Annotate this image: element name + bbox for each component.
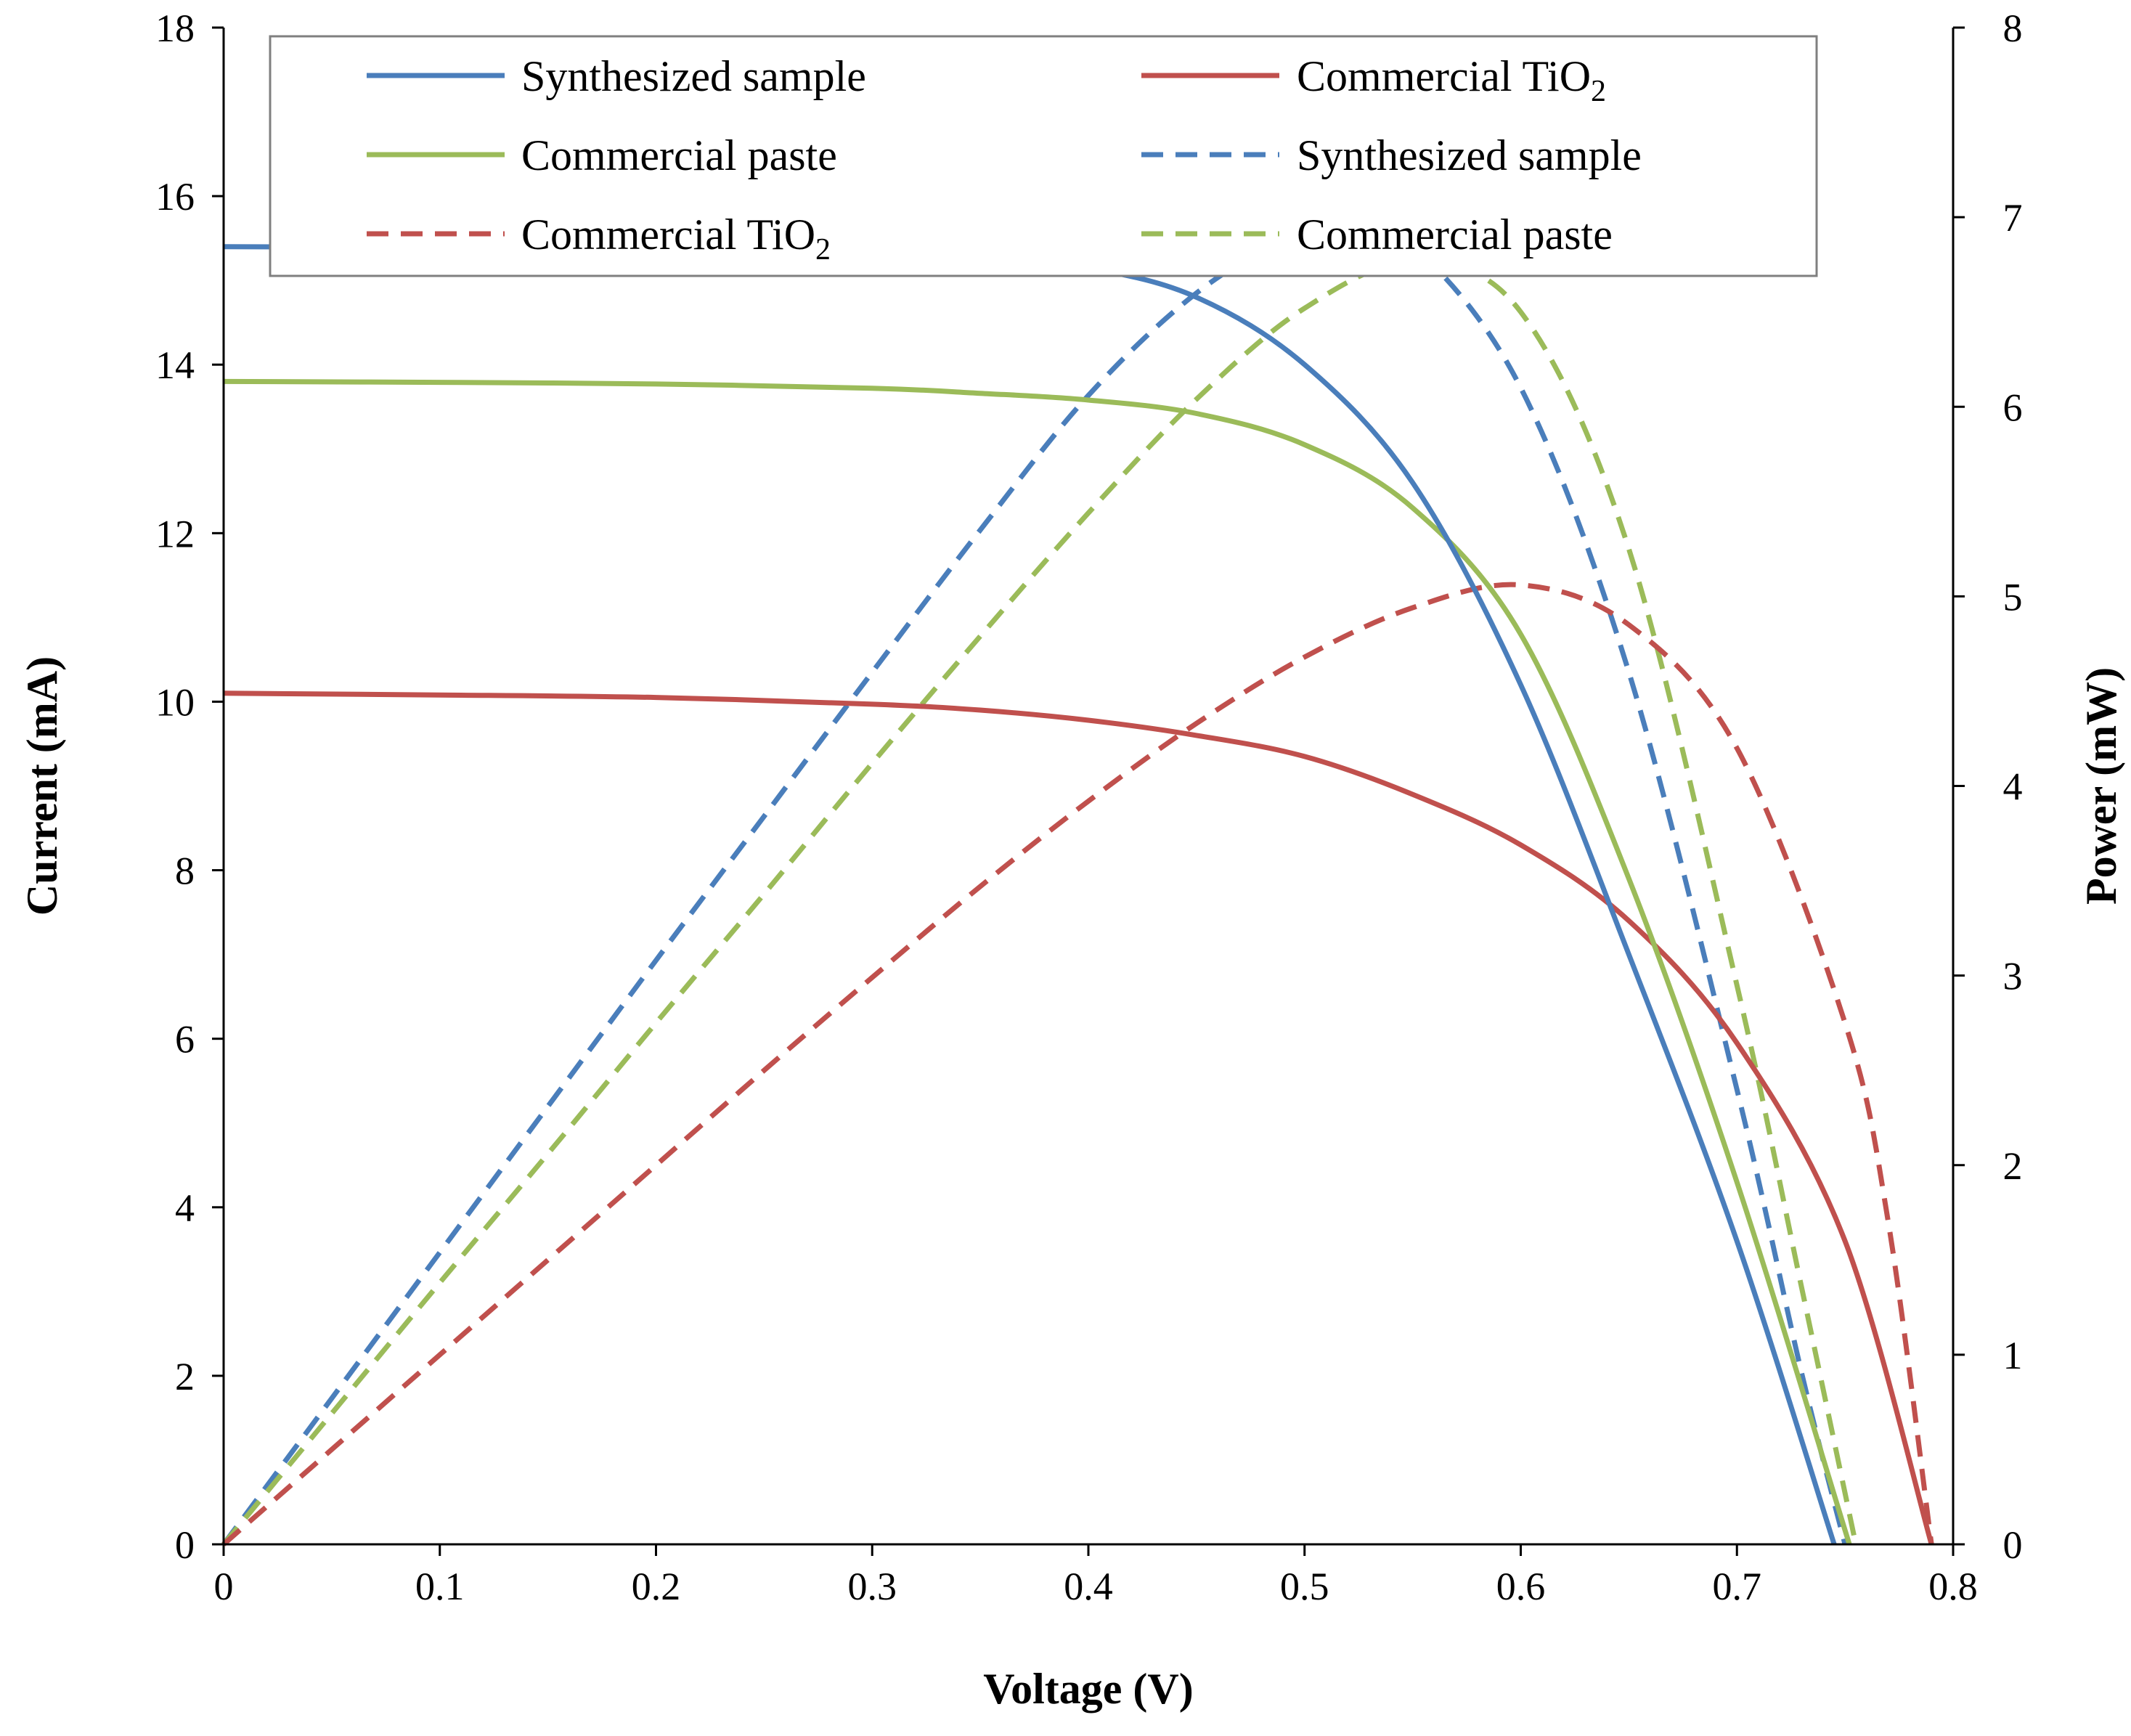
series-line-2-solid bbox=[223, 690, 1934, 1545]
x-axis-title: Voltage (V) bbox=[983, 1665, 1193, 1713]
legend-label-text: Commercial paste bbox=[521, 131, 837, 179]
legend-label-text: Synthesized sample bbox=[1297, 131, 1642, 179]
y-right-tick-label: 7 bbox=[2003, 196, 2023, 240]
legend-label-1: Synthesized sample bbox=[521, 52, 866, 100]
y-left-tick-label: 16 bbox=[155, 175, 195, 219]
y-right-tick-label: 4 bbox=[2003, 765, 2023, 809]
series-line-5-dashed bbox=[221, 582, 1934, 1546]
x-tick-label: 0.4 bbox=[1064, 1565, 1113, 1608]
y-left-tick-label: 12 bbox=[155, 512, 195, 555]
x-tick-label: 0.1 bbox=[415, 1565, 465, 1608]
x-tick-label: 0.7 bbox=[1713, 1565, 1762, 1608]
legend-label-4: Synthesized sample bbox=[1297, 131, 1642, 179]
y-left-tick-label: 2 bbox=[175, 1355, 195, 1398]
y-left-tick-label: 18 bbox=[155, 7, 195, 50]
y-right-tick-label: 5 bbox=[2003, 575, 2023, 619]
y-right-tick-label: 2 bbox=[2003, 1144, 2023, 1188]
series-line-4-dashed bbox=[221, 215, 1848, 1546]
y-axis-left-title: Current (mA) bbox=[18, 656, 66, 916]
legend-label-subscript: 2 bbox=[815, 233, 831, 266]
series-layer bbox=[221, 215, 1934, 1546]
y-right-tick-label: 1 bbox=[2003, 1334, 2023, 1377]
legend-box bbox=[269, 35, 1818, 277]
series-line-1-solid bbox=[223, 244, 1837, 1546]
x-tick-label: 0.2 bbox=[632, 1565, 681, 1608]
y-left-tick-label: 4 bbox=[175, 1186, 195, 1230]
x-tick-label: 0.3 bbox=[848, 1565, 897, 1608]
legend-label-5: Commercial TiO2 bbox=[521, 211, 831, 266]
series-line-6-dashed bbox=[221, 260, 1859, 1546]
axes-layer: 0 0.1 0.2 0.3 0.4 0.5 0.6 0.7 0.8024681012141618… bbox=[18, 7, 2125, 1713]
y-left-tick-label: 0 bbox=[175, 1523, 195, 1567]
y-left-tick-label: 8 bbox=[175, 849, 195, 893]
legend-label-subscript: 2 bbox=[1591, 75, 1606, 108]
y-right-tick-label: 6 bbox=[2003, 386, 2023, 429]
series-line-3-solid bbox=[223, 378, 1852, 1546]
legend-label-2: Commercial TiO2 bbox=[1297, 52, 1606, 108]
legend-label-6: Commercial paste bbox=[1297, 211, 1613, 258]
x-tick-label: 0.5 bbox=[1280, 1565, 1329, 1608]
y-left-tick-label: 10 bbox=[155, 680, 195, 724]
legend-label-text: Commercial paste bbox=[1297, 211, 1613, 258]
x-tick-label: 0.6 bbox=[1496, 1565, 1546, 1608]
legend-label-text: Synthesized sample bbox=[521, 52, 866, 100]
y-left-tick-label: 6 bbox=[175, 1018, 195, 1061]
legend-label-text: Commercial TiO bbox=[1297, 52, 1591, 100]
legend: Synthesized sample Commercial TiO2Commerc… bbox=[269, 35, 1818, 277]
y-right-tick-label: 8 bbox=[2003, 7, 2023, 50]
legend-label-3: Commercial paste bbox=[521, 131, 837, 179]
y-right-tick-label: 3 bbox=[2003, 955, 2023, 998]
y-left-tick-label: 14 bbox=[155, 343, 195, 387]
y-right-tick-label: 0 bbox=[2003, 1523, 2023, 1567]
x-tick-label: 0 bbox=[214, 1565, 234, 1608]
y-axis-right-title: Power (mW) bbox=[2077, 667, 2125, 905]
x-tick-label: 0.8 bbox=[1928, 1565, 1978, 1608]
legend-label-text: Commercial TiO bbox=[521, 211, 815, 258]
